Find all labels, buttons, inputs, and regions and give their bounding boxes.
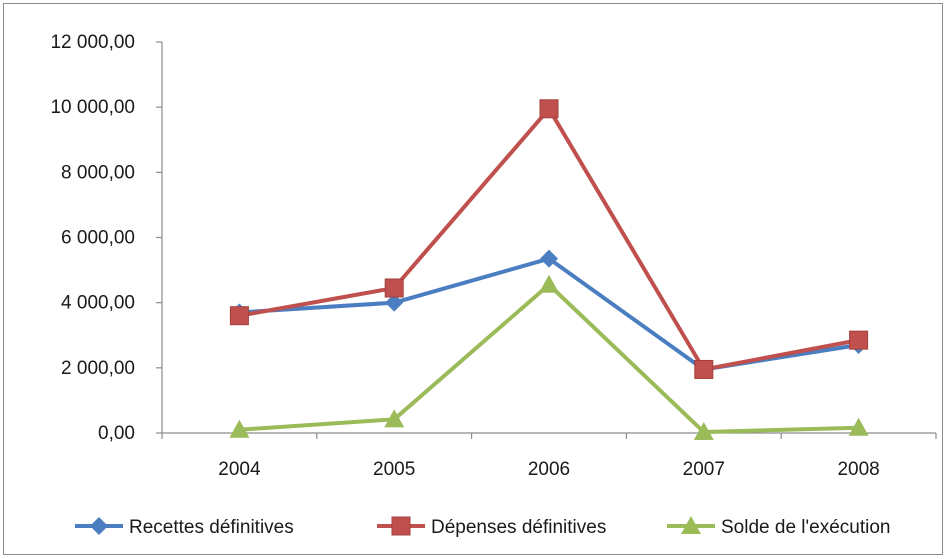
series-3-point (384, 409, 405, 428)
legend-marker-1 (90, 517, 108, 535)
series-2-point (694, 359, 714, 379)
x-tick-label: 2007 (683, 459, 725, 480)
y-tick-label: 4 000,00 (61, 293, 135, 314)
y-tick-label: 12 000,00 (50, 32, 135, 53)
series-2-point (229, 306, 249, 326)
series-1-point (385, 293, 404, 312)
x-tick-label: 2006 (528, 459, 570, 480)
legend-marker-2 (391, 516, 411, 536)
y-tick-label: 8 000,00 (61, 162, 135, 183)
series-3-point (848, 417, 869, 436)
series-1-point (540, 249, 558, 268)
x-tick-label: 2005 (373, 459, 415, 480)
y-tick-label: 2 000,00 (61, 358, 135, 379)
y-axis: 0,00 2 000,00 4 000,00 6 000,00 8 000,00 10 0… (50, 32, 163, 444)
series-2-point (384, 278, 404, 298)
series-2-point (849, 330, 869, 350)
series-line-2 (239, 106, 859, 372)
legend-marker-3 (681, 516, 701, 534)
series-2-point (539, 99, 559, 119)
legend-label-1: Recettes définitives (129, 517, 294, 538)
y-tick-label: 10 000,00 (50, 97, 135, 118)
series-3-point (693, 422, 714, 441)
x-tick-label: 2008 (837, 459, 879, 480)
legend-label-3: Solde de l'exécution (721, 517, 890, 538)
series-3-point (229, 419, 250, 438)
x-axis: 2004 2005 2006 2007 2008 (161, 432, 937, 480)
y-tick-label: 0,00 (98, 423, 135, 444)
x-tick-label: 2004 (218, 459, 261, 480)
legend-label-2: Dépenses définitives (431, 517, 606, 538)
legend: Recettes définitives Dépenses définitives… (75, 516, 890, 538)
series-layer (229, 99, 869, 441)
series-3-point (539, 274, 559, 293)
y-tick-label: 6 000,00 (61, 228, 135, 249)
